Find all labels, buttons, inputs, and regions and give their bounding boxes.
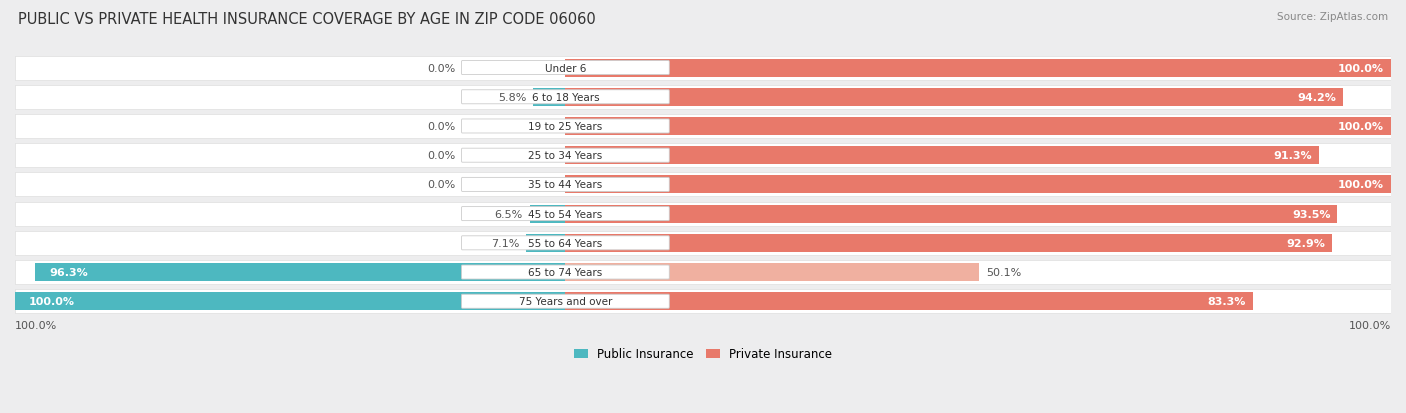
FancyBboxPatch shape <box>526 234 565 252</box>
Text: 93.5%: 93.5% <box>1292 209 1330 219</box>
Text: 45 to 54 Years: 45 to 54 Years <box>529 209 603 219</box>
Text: 0.0%: 0.0% <box>427 122 456 132</box>
Text: 65 to 74 Years: 65 to 74 Years <box>529 267 603 278</box>
Text: 94.2%: 94.2% <box>1298 93 1336 102</box>
FancyBboxPatch shape <box>565 234 1333 252</box>
FancyBboxPatch shape <box>15 261 1391 284</box>
FancyBboxPatch shape <box>15 173 1391 197</box>
FancyBboxPatch shape <box>565 292 1253 311</box>
Text: 100.0%: 100.0% <box>1339 180 1384 190</box>
FancyBboxPatch shape <box>533 88 565 107</box>
FancyBboxPatch shape <box>565 263 979 281</box>
FancyBboxPatch shape <box>15 290 1391 313</box>
FancyBboxPatch shape <box>565 176 1391 194</box>
FancyBboxPatch shape <box>15 202 1391 226</box>
FancyBboxPatch shape <box>15 115 1391 139</box>
FancyBboxPatch shape <box>565 59 1391 77</box>
Text: 96.3%: 96.3% <box>49 267 87 278</box>
Text: 83.3%: 83.3% <box>1208 297 1246 306</box>
FancyBboxPatch shape <box>461 90 669 104</box>
FancyBboxPatch shape <box>15 57 1391 81</box>
FancyBboxPatch shape <box>15 231 1391 255</box>
FancyBboxPatch shape <box>461 149 669 163</box>
Text: 92.9%: 92.9% <box>1286 238 1326 248</box>
Text: 100.0%: 100.0% <box>1339 122 1384 132</box>
Text: Under 6: Under 6 <box>544 64 586 74</box>
FancyBboxPatch shape <box>461 294 669 309</box>
Text: 7.1%: 7.1% <box>491 238 519 248</box>
Text: 100.0%: 100.0% <box>1348 320 1391 330</box>
Text: 6 to 18 Years: 6 to 18 Years <box>531 93 599 102</box>
FancyBboxPatch shape <box>461 266 669 279</box>
FancyBboxPatch shape <box>461 178 669 192</box>
FancyBboxPatch shape <box>461 207 669 221</box>
FancyBboxPatch shape <box>530 205 565 223</box>
Text: 75 Years and over: 75 Years and over <box>519 297 612 306</box>
Text: 35 to 44 Years: 35 to 44 Years <box>529 180 603 190</box>
Text: 100.0%: 100.0% <box>28 297 75 306</box>
Text: 0.0%: 0.0% <box>427 151 456 161</box>
FancyBboxPatch shape <box>15 144 1391 168</box>
Text: 100.0%: 100.0% <box>1339 64 1384 74</box>
FancyBboxPatch shape <box>565 118 1391 136</box>
Text: 55 to 64 Years: 55 to 64 Years <box>529 238 603 248</box>
Text: 100.0%: 100.0% <box>15 320 58 330</box>
Text: Source: ZipAtlas.com: Source: ZipAtlas.com <box>1277 12 1388 22</box>
Text: 50.1%: 50.1% <box>986 267 1021 278</box>
FancyBboxPatch shape <box>15 292 565 311</box>
Text: 91.3%: 91.3% <box>1274 151 1312 161</box>
FancyBboxPatch shape <box>15 85 1391 109</box>
FancyBboxPatch shape <box>461 120 669 134</box>
FancyBboxPatch shape <box>565 88 1343 107</box>
FancyBboxPatch shape <box>565 147 1319 165</box>
FancyBboxPatch shape <box>35 263 565 281</box>
Text: 19 to 25 Years: 19 to 25 Years <box>529 122 603 132</box>
FancyBboxPatch shape <box>461 62 669 76</box>
Text: PUBLIC VS PRIVATE HEALTH INSURANCE COVERAGE BY AGE IN ZIP CODE 06060: PUBLIC VS PRIVATE HEALTH INSURANCE COVER… <box>18 12 596 27</box>
Text: 0.0%: 0.0% <box>427 64 456 74</box>
Text: 0.0%: 0.0% <box>427 180 456 190</box>
FancyBboxPatch shape <box>461 236 669 250</box>
Text: 6.5%: 6.5% <box>495 209 523 219</box>
Text: 25 to 34 Years: 25 to 34 Years <box>529 151 603 161</box>
Text: 5.8%: 5.8% <box>498 93 527 102</box>
Legend: Public Insurance, Private Insurance: Public Insurance, Private Insurance <box>569 343 837 366</box>
FancyBboxPatch shape <box>565 205 1337 223</box>
